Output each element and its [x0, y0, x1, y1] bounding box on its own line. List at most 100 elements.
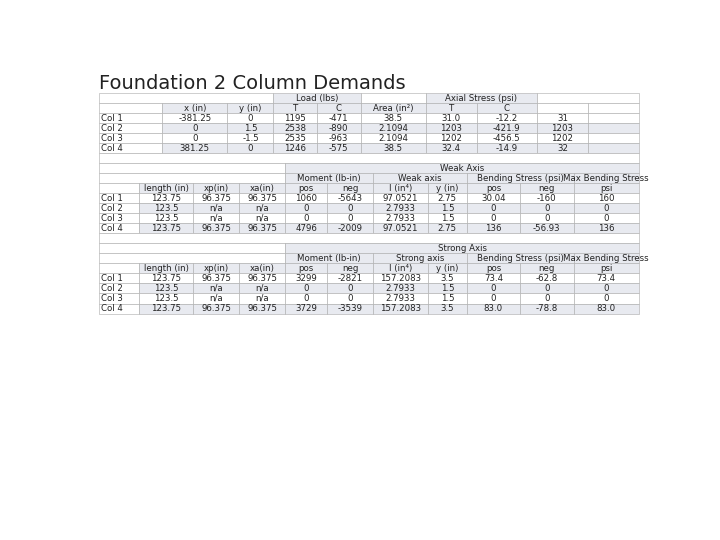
Text: 96.375: 96.375: [248, 304, 277, 313]
Text: 0: 0: [348, 214, 353, 223]
Text: y (in): y (in): [436, 264, 459, 273]
Bar: [99, 303, 139, 314]
Text: 2.75: 2.75: [438, 224, 457, 233]
Text: 381.25: 381.25: [180, 144, 210, 153]
Bar: [228, 143, 274, 153]
Text: 96.375: 96.375: [202, 224, 231, 233]
Bar: [228, 103, 274, 113]
Text: 97.0521: 97.0521: [382, 194, 418, 203]
Text: 0: 0: [544, 204, 549, 213]
Bar: [426, 123, 477, 133]
Bar: [99, 204, 139, 213]
Text: n/a: n/a: [210, 204, 223, 213]
Bar: [99, 224, 139, 233]
Text: 136: 136: [598, 224, 615, 233]
Text: Col 1: Col 1: [102, 114, 123, 123]
Bar: [373, 204, 428, 213]
Bar: [317, 133, 361, 143]
Bar: [327, 204, 373, 213]
Bar: [588, 113, 639, 123]
Text: 2535: 2535: [284, 134, 306, 143]
Text: Col 2: Col 2: [102, 204, 123, 213]
Bar: [467, 264, 520, 273]
Text: Col 3: Col 3: [102, 214, 123, 223]
Bar: [373, 264, 428, 273]
Text: 0: 0: [304, 214, 309, 223]
Text: 157.2083: 157.2083: [379, 274, 421, 283]
Text: 1.5: 1.5: [441, 294, 454, 303]
Bar: [426, 103, 477, 113]
Bar: [285, 193, 327, 204]
Bar: [428, 193, 467, 204]
Text: psi: psi: [600, 264, 613, 273]
Text: length (in): length (in): [144, 264, 189, 273]
Bar: [477, 133, 537, 143]
Bar: [574, 184, 639, 193]
Text: -890: -890: [329, 124, 348, 133]
Text: 0: 0: [192, 134, 197, 143]
Bar: [428, 204, 467, 213]
Bar: [239, 184, 285, 193]
Bar: [574, 213, 639, 224]
Text: Foundation 2 Column Demands: Foundation 2 Column Demands: [99, 74, 406, 93]
Text: -160: -160: [537, 194, 557, 203]
Bar: [520, 303, 574, 314]
Bar: [99, 264, 139, 273]
Text: n/a: n/a: [256, 204, 269, 213]
Bar: [317, 103, 361, 113]
Bar: [99, 233, 639, 244]
Bar: [428, 264, 467, 273]
Text: I (in⁴): I (in⁴): [389, 184, 412, 193]
Bar: [99, 93, 274, 103]
Text: 1060: 1060: [295, 194, 318, 203]
Text: 3729: 3729: [295, 304, 318, 313]
Bar: [99, 184, 139, 193]
Bar: [588, 143, 639, 153]
Bar: [285, 173, 373, 184]
Text: -471: -471: [329, 114, 348, 123]
Text: 96.375: 96.375: [202, 274, 231, 283]
Bar: [467, 224, 520, 233]
Text: 0: 0: [490, 204, 496, 213]
Bar: [162, 143, 228, 153]
Bar: [327, 224, 373, 233]
Bar: [477, 143, 537, 153]
Bar: [467, 294, 520, 303]
Text: 1202: 1202: [440, 134, 462, 143]
Bar: [285, 164, 639, 173]
Bar: [588, 123, 639, 133]
Text: psi: psi: [600, 184, 613, 193]
Bar: [373, 253, 467, 264]
Text: -2821: -2821: [338, 274, 363, 283]
Bar: [520, 273, 574, 284]
Text: 97.0521: 97.0521: [382, 224, 418, 233]
Text: 0: 0: [544, 294, 549, 303]
Bar: [467, 204, 520, 213]
Bar: [373, 213, 428, 224]
Text: neg: neg: [342, 264, 359, 273]
Bar: [99, 294, 139, 303]
Bar: [428, 184, 467, 193]
Bar: [537, 133, 588, 143]
Text: -1.5: -1.5: [242, 134, 259, 143]
Text: 96.375: 96.375: [202, 304, 231, 313]
Bar: [239, 264, 285, 273]
Bar: [373, 284, 428, 294]
Bar: [99, 123, 162, 133]
Bar: [194, 184, 239, 193]
Bar: [361, 113, 426, 123]
Text: Weak axis: Weak axis: [398, 174, 442, 183]
Text: 2.7933: 2.7933: [385, 284, 415, 293]
Bar: [285, 213, 327, 224]
Text: 31.0: 31.0: [441, 114, 461, 123]
Text: C: C: [504, 104, 510, 113]
Text: n/a: n/a: [256, 284, 269, 293]
Text: pos: pos: [299, 264, 314, 273]
Text: 32: 32: [557, 144, 568, 153]
Text: -56.93: -56.93: [533, 224, 561, 233]
Text: 2538: 2538: [284, 124, 306, 133]
Text: T: T: [292, 104, 298, 113]
Text: pos: pos: [486, 184, 501, 193]
Bar: [520, 264, 574, 273]
Text: Col 2: Col 2: [102, 124, 123, 133]
